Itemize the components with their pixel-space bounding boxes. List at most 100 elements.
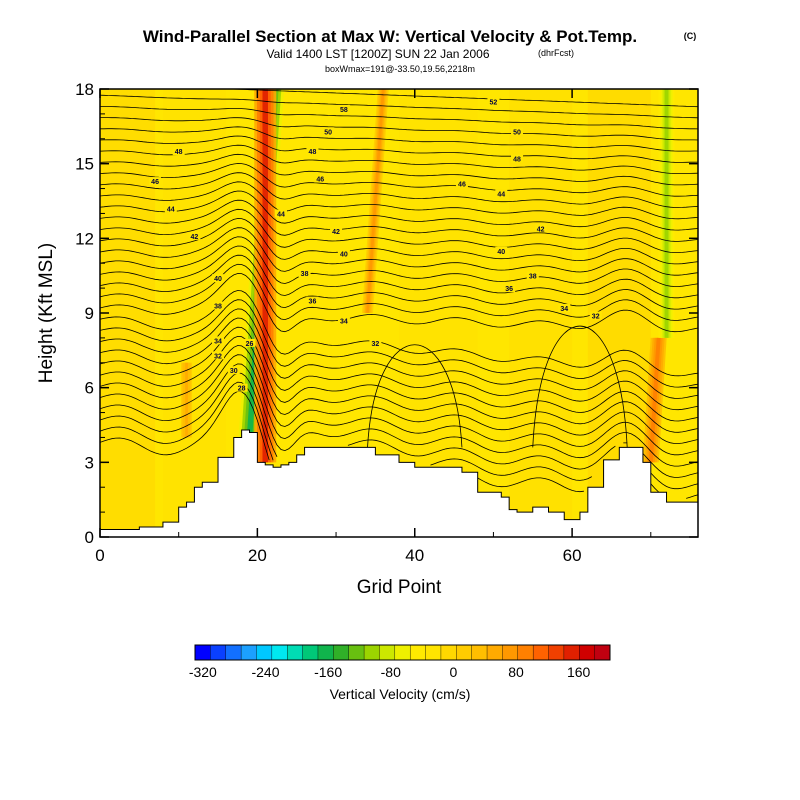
isentrope <box>100 308 698 399</box>
colorbar-swatch <box>425 644 442 661</box>
isentrope <box>100 354 698 456</box>
contour-label: 28 <box>238 386 246 393</box>
contour-label-bg <box>495 246 508 255</box>
y-tick-label: 3 <box>85 453 94 472</box>
contour-label-bg <box>534 224 547 233</box>
isentrope <box>100 106 698 130</box>
colorbar-tick-label: 80 <box>508 664 524 680</box>
colorbar-swatch <box>317 644 334 661</box>
isentrope <box>100 227 698 276</box>
contour-label: 42 <box>191 234 199 241</box>
chart-subtitle2: boxWmax=191@-33.50,19.56,2218m <box>325 64 475 74</box>
colorbar-swatch <box>456 644 473 661</box>
y-tick-label: 6 <box>85 379 94 398</box>
contour-label-bg <box>306 147 319 156</box>
subtitle-mark: (dhrFcst) <box>538 48 574 58</box>
colorbar-swatch <box>502 644 519 661</box>
contour-label-bg <box>337 249 350 258</box>
isentrope-closed <box>367 344 463 448</box>
contour-label: 44 <box>497 192 505 199</box>
isentrope <box>100 181 698 220</box>
contour-label: 30 <box>230 368 238 375</box>
contour-label-bg <box>503 284 516 293</box>
colorbar-swatch <box>594 644 611 661</box>
contour-label: 34 <box>560 306 568 313</box>
contour-label-bg <box>227 366 240 375</box>
x-tick-label: 40 <box>405 546 424 565</box>
colorbar-swatch <box>363 644 380 661</box>
contour-label-bg <box>188 231 201 240</box>
contour-label-bg <box>495 189 508 198</box>
contour-label: 32 <box>592 313 600 320</box>
isentrope <box>219 89 698 108</box>
updraft-streak <box>262 89 268 463</box>
colorbar-swatch <box>440 644 457 661</box>
contour-label-bg <box>298 269 311 278</box>
terrain <box>100 429 698 537</box>
contour-label-bg <box>212 301 225 310</box>
isentrope <box>100 317 698 411</box>
colorbar-swatch <box>409 644 427 661</box>
contour-label-bg <box>511 127 524 136</box>
contour-label-bg <box>589 311 602 320</box>
colorbar-swatch <box>471 644 488 661</box>
y-axis-label: Height (Kft MSL) <box>36 243 57 383</box>
isentrope <box>100 199 698 242</box>
colorbar-swatch <box>394 644 411 661</box>
isentrope <box>100 172 698 208</box>
colorbar-tick-label: -80 <box>381 664 401 680</box>
y-tick-label: 18 <box>75 80 94 99</box>
colorbar-tick-label: 160 <box>567 664 591 680</box>
contour-label: 38 <box>529 274 537 281</box>
colorbar-swatch <box>256 644 273 661</box>
isentrope <box>100 208 698 253</box>
contour-label-bg <box>455 179 468 188</box>
contour-label-bg <box>511 154 524 163</box>
contour-label: 58 <box>340 107 348 114</box>
plot-area: 52 50 48 46 44 42 40 38 36 34 32 58 50 48 46 44 42 40 38 36… <box>99 88 699 538</box>
updraft-streak <box>366 89 385 313</box>
y-tick-label: 15 <box>75 155 94 174</box>
colorbar-swatch <box>194 644 211 661</box>
isentrope-closed <box>532 325 628 448</box>
colorbar-swatch <box>225 644 242 661</box>
texture-band <box>100 89 156 537</box>
contour-label-bg <box>330 226 343 235</box>
x-tick-label: 20 <box>248 546 267 565</box>
colorbar-swatch <box>271 644 288 661</box>
colorbar-swatch <box>486 644 503 661</box>
texture-band <box>162 89 226 537</box>
isentrope <box>100 372 698 478</box>
colorbar-swatch <box>210 644 227 661</box>
isentrope <box>100 363 698 467</box>
isentrope <box>100 117 698 141</box>
contour-label-bg <box>322 127 335 136</box>
contour-label: 38 <box>301 271 309 278</box>
colorbar-swatch <box>287 644 304 661</box>
isentrope <box>100 245 698 299</box>
contour-label: 44 <box>277 211 285 218</box>
contour-label-bg <box>487 97 500 106</box>
isentrope <box>100 290 698 377</box>
contour-label: 50 <box>324 129 332 136</box>
contour-label-bg <box>337 104 350 113</box>
contour-label-bg <box>243 338 256 347</box>
colorbar-tick-label: -320 <box>189 664 217 680</box>
isentrope <box>100 135 698 163</box>
contour-label: 40 <box>214 276 222 283</box>
x-tick-label: 0 <box>95 546 104 565</box>
contour-label-bg <box>212 274 225 283</box>
isentrope <box>100 254 698 310</box>
contour-label-bg <box>526 271 539 280</box>
contour-label: 32 <box>371 341 379 348</box>
isentrope <box>100 335 698 433</box>
contour-label: 48 <box>513 157 521 164</box>
chart-subtitle: Valid 1400 LST [1200Z] SUN 22 Jan 2006 <box>266 47 489 61</box>
contour-label-bg <box>369 338 382 347</box>
contour-label-bg <box>235 383 248 392</box>
contour-label: 34 <box>340 318 348 325</box>
contour-label: 38 <box>214 304 222 311</box>
contour-label: 48 <box>309 149 317 156</box>
chart-title: Wind-Parallel Section at Max W: Vertical… <box>143 27 637 46</box>
colorbar-tick-label: 0 <box>449 664 457 680</box>
